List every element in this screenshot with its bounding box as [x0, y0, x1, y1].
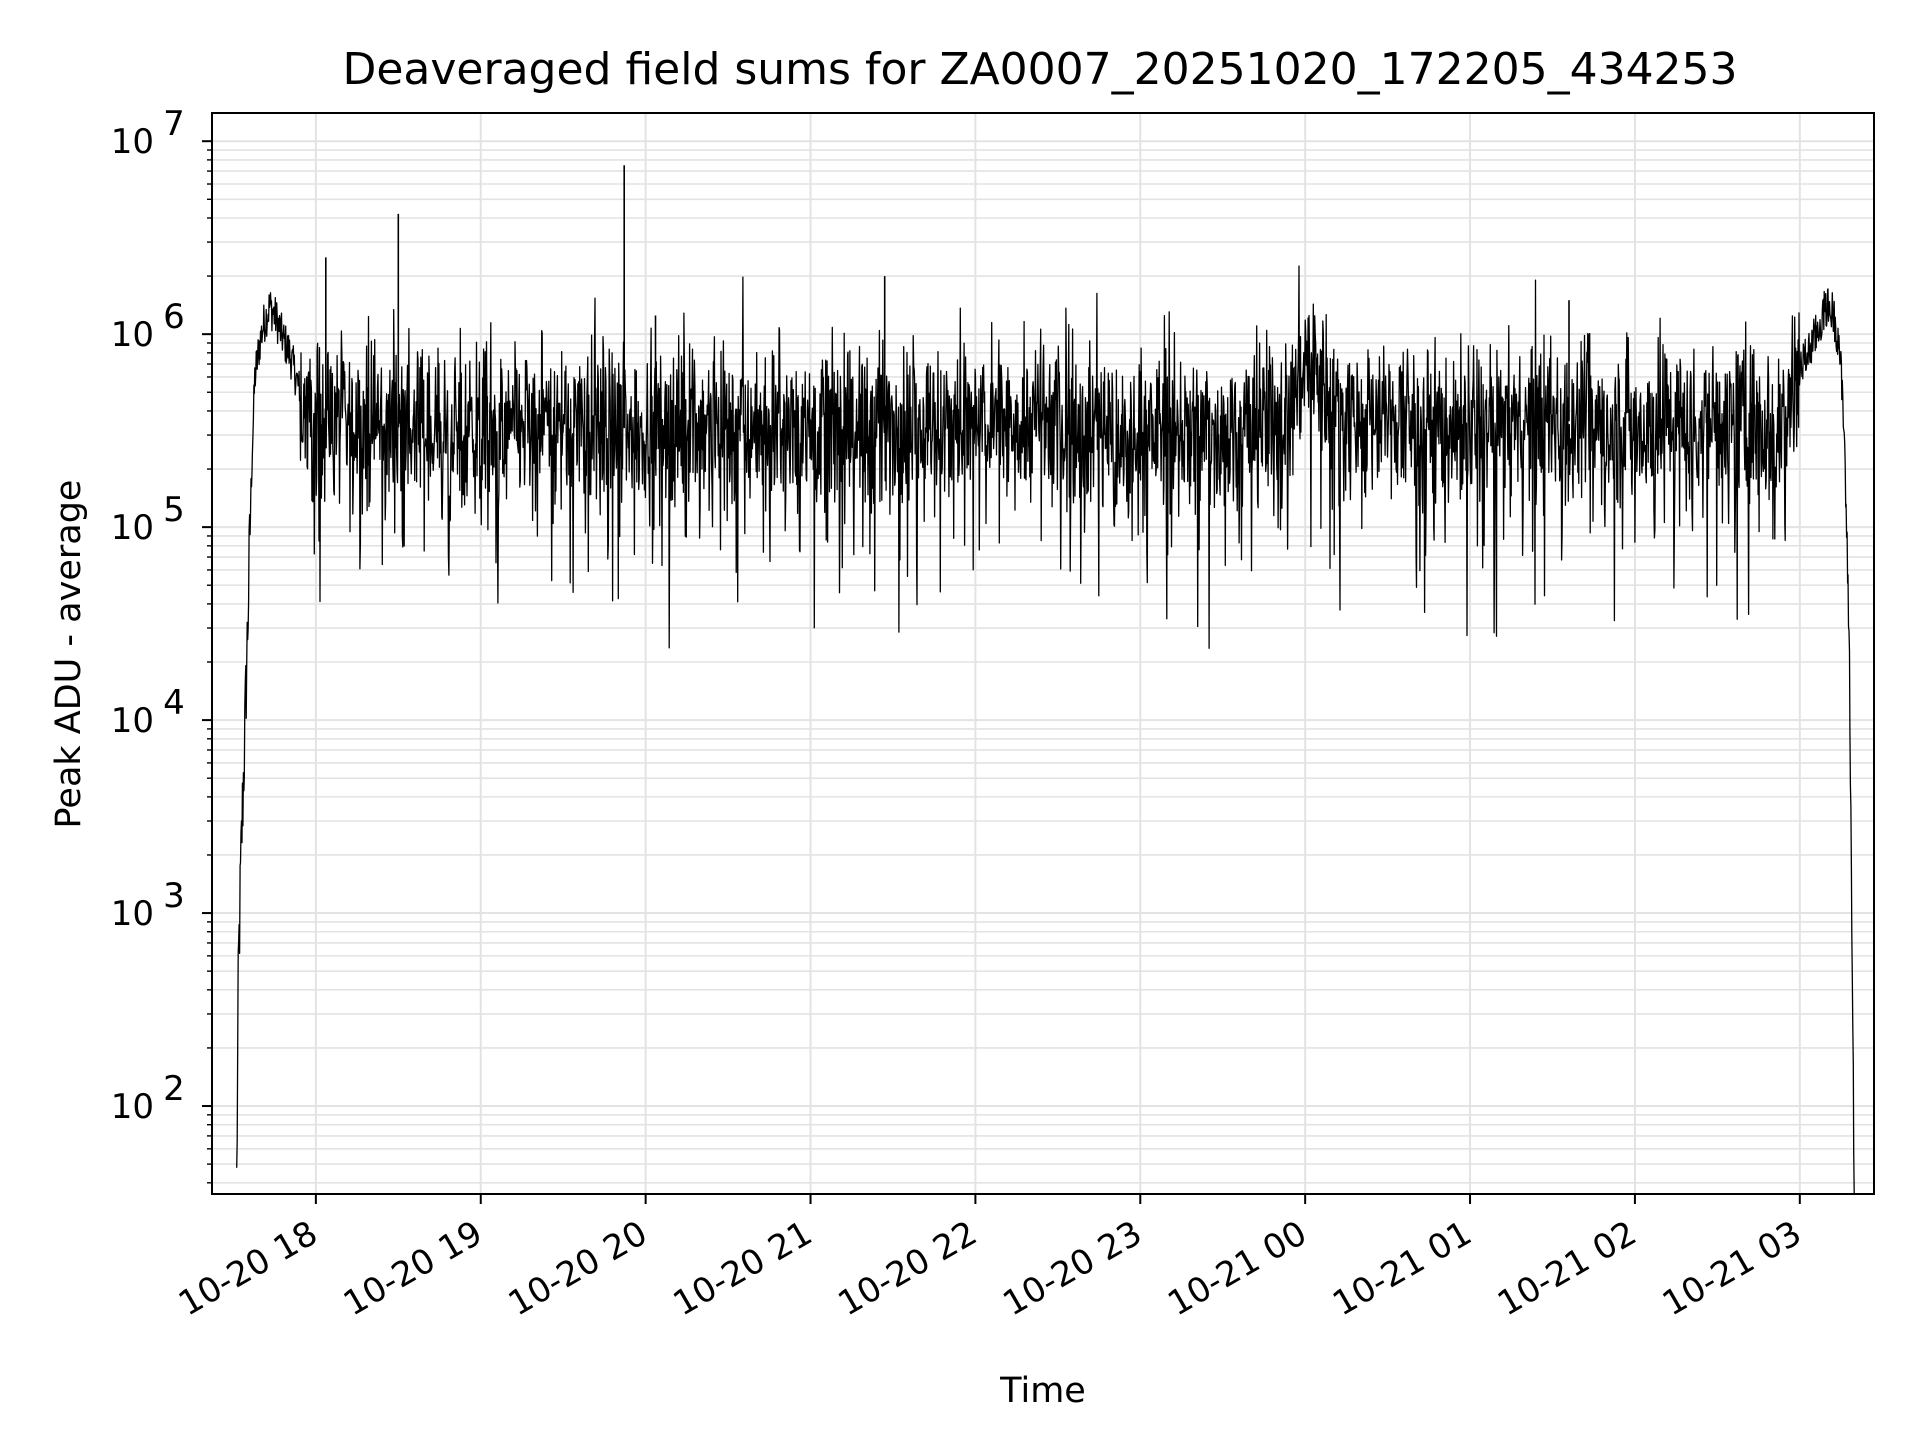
- y-tick-exponent: 3: [163, 876, 185, 916]
- x-axis-label: Time: [999, 1371, 1086, 1411]
- y-tick-label: 10 7: [111, 104, 185, 162]
- series-layer: [236, 165, 1855, 1195]
- y-tick-exponent: 6: [163, 297, 185, 337]
- y-tick-base: 10: [111, 1087, 154, 1127]
- y-tick-label: 10 2: [111, 1069, 185, 1127]
- y-tick-base: 10: [111, 122, 154, 162]
- y-tick-exponent: 4: [163, 683, 185, 723]
- y-tick-exponent: 7: [163, 104, 185, 144]
- y-tick-label: 10 4: [111, 683, 185, 741]
- y-tick-base: 10: [111, 894, 154, 934]
- y-tick-exponent: 5: [163, 490, 185, 530]
- chart-title: Deaveraged field sums for ZA0007_2025102…: [342, 44, 1737, 95]
- plot-frame: [211, 112, 1875, 1195]
- y-tick-label: 10 5: [111, 490, 185, 548]
- y-tick-label: 10 3: [111, 876, 185, 934]
- y-tick-base: 10: [111, 701, 154, 741]
- y-tick-base: 10: [111, 508, 154, 548]
- y-tick-exponent: 2: [163, 1069, 185, 1109]
- y-tick-label: 10 6: [111, 297, 185, 355]
- y-axis-label: Peak ADU - average: [49, 480, 89, 829]
- series-line: [236, 265, 1855, 1195]
- y-tick-base: 10: [111, 315, 154, 355]
